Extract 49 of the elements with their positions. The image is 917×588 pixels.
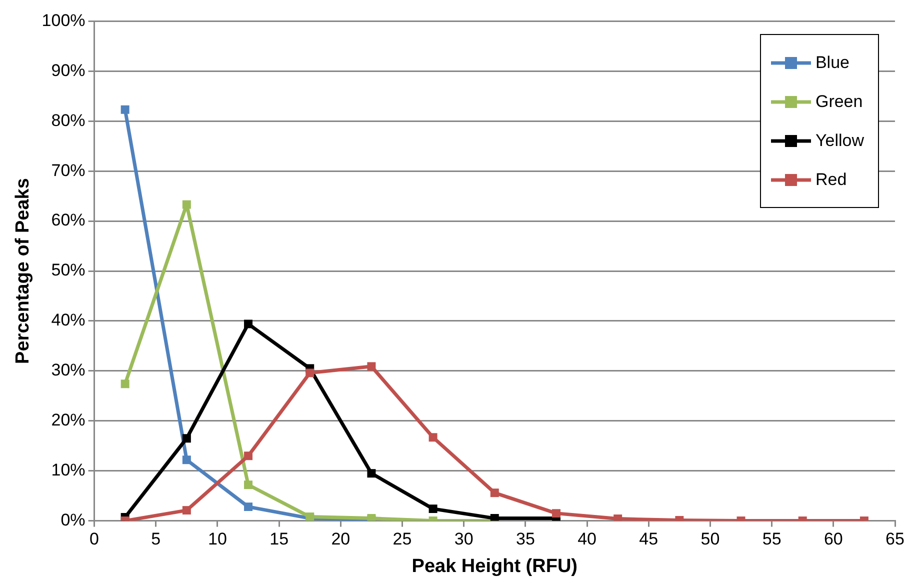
- point: [182, 456, 191, 464]
- point: [552, 509, 560, 518]
- x-tick-label: 50: [700, 530, 720, 549]
- y-tick-label: 70%: [51, 160, 86, 180]
- point: [182, 506, 191, 515]
- point: [244, 480, 253, 490]
- point: [490, 488, 499, 498]
- y-tick-label: 10%: [51, 460, 86, 480]
- legend-label: Blue: [815, 52, 850, 72]
- y-axis-title: Percentage of Peaks: [12, 178, 34, 364]
- x-tick-label: 60: [824, 530, 843, 549]
- legend-label: Green: [815, 92, 863, 112]
- y-tick-label: 30%: [51, 360, 86, 380]
- y-tick-label: 90%: [51, 60, 86, 80]
- x-tick-label: 30: [454, 530, 474, 549]
- x-tick-label: 35: [516, 530, 535, 549]
- y-tick-label: 80%: [51, 110, 86, 130]
- legend-label: Yellow: [815, 130, 864, 150]
- point: [120, 380, 130, 388]
- y-tick-label: 60%: [51, 210, 86, 230]
- point: [428, 433, 438, 442]
- x-tick-label: 5: [151, 530, 161, 549]
- point: [120, 105, 130, 114]
- point: [367, 469, 376, 478]
- x-tick-label: 0: [90, 530, 100, 549]
- x-tick-label: 20: [331, 530, 350, 549]
- point: [182, 200, 191, 209]
- x-axis-title: Peak Height (RFU): [412, 556, 578, 577]
- point: [244, 502, 253, 512]
- point: [244, 452, 253, 460]
- point: [367, 362, 376, 371]
- x-tick-label: 40: [578, 530, 596, 549]
- legend-label: Red: [815, 170, 847, 190]
- y-tick-label: 20%: [51, 410, 86, 430]
- y-tick-label: 50%: [51, 260, 86, 280]
- x-tick-label: 10: [208, 530, 227, 549]
- x-tick-label: 55: [762, 530, 782, 549]
- y-tick-label: 40%: [51, 310, 86, 330]
- y-tick-label: 100%: [42, 10, 86, 30]
- x-tick-label: 25: [392, 530, 412, 549]
- y-tick-label: 0%: [60, 510, 86, 530]
- x-tick-label: 45: [639, 530, 658, 549]
- point: [306, 368, 314, 378]
- point: [182, 434, 191, 443]
- x-tick-label: 65: [886, 530, 904, 549]
- point: [244, 320, 253, 328]
- point: [490, 514, 499, 521]
- point: [428, 504, 438, 514]
- x-tick-label: 15: [270, 530, 289, 549]
